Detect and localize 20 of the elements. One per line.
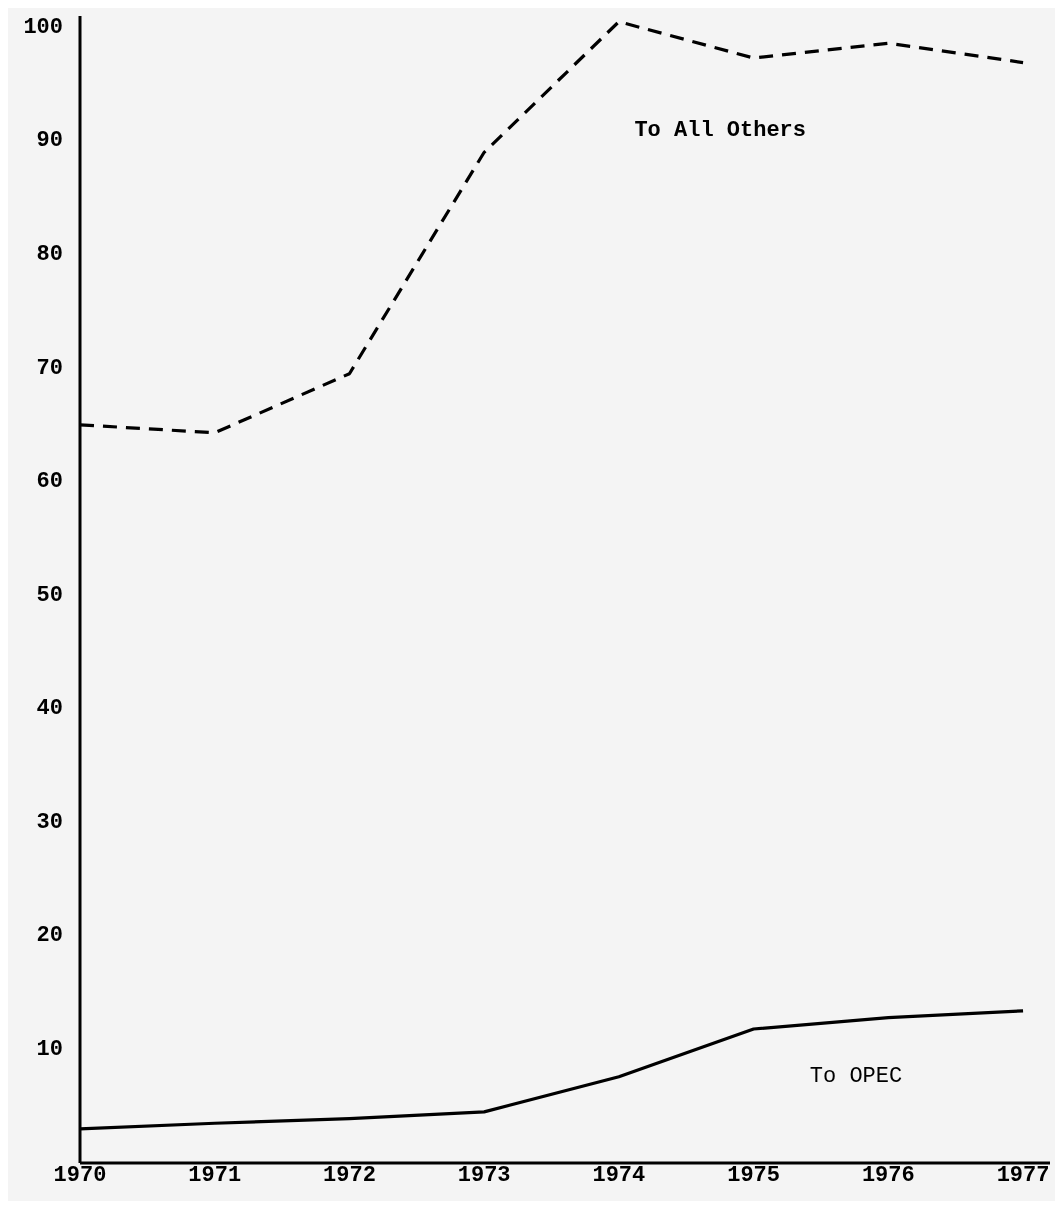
y-tick-label: 60: [36, 469, 63, 495]
y-tick-label: 10: [36, 1036, 63, 1062]
x-tick-label: 1976: [861, 1163, 915, 1188]
x-tick-label: 1974: [592, 1163, 646, 1188]
y-tick-label: 70: [36, 355, 63, 381]
y-tick-label: 30: [36, 809, 63, 835]
y-tick-label: 90: [36, 128, 63, 154]
x-tick-label: 1972: [323, 1163, 376, 1188]
y-tick-label: 100: [23, 14, 63, 40]
x-tick-label: 1971: [188, 1163, 242, 1188]
y-tick-label: 80: [36, 241, 63, 267]
y-tick-label: 20: [36, 923, 63, 949]
y-tick-label: 40: [36, 696, 63, 722]
x-tick-label: 1973: [457, 1163, 511, 1188]
x-tick-label: 1977: [996, 1163, 1050, 1188]
x-tick-label: 1970: [53, 1163, 107, 1188]
y-tick-label: 50: [36, 582, 63, 608]
text: To All Others: [634, 118, 807, 144]
series-label: To OPEC: [809, 1064, 903, 1090]
x-tick-label: 1975: [727, 1163, 781, 1188]
